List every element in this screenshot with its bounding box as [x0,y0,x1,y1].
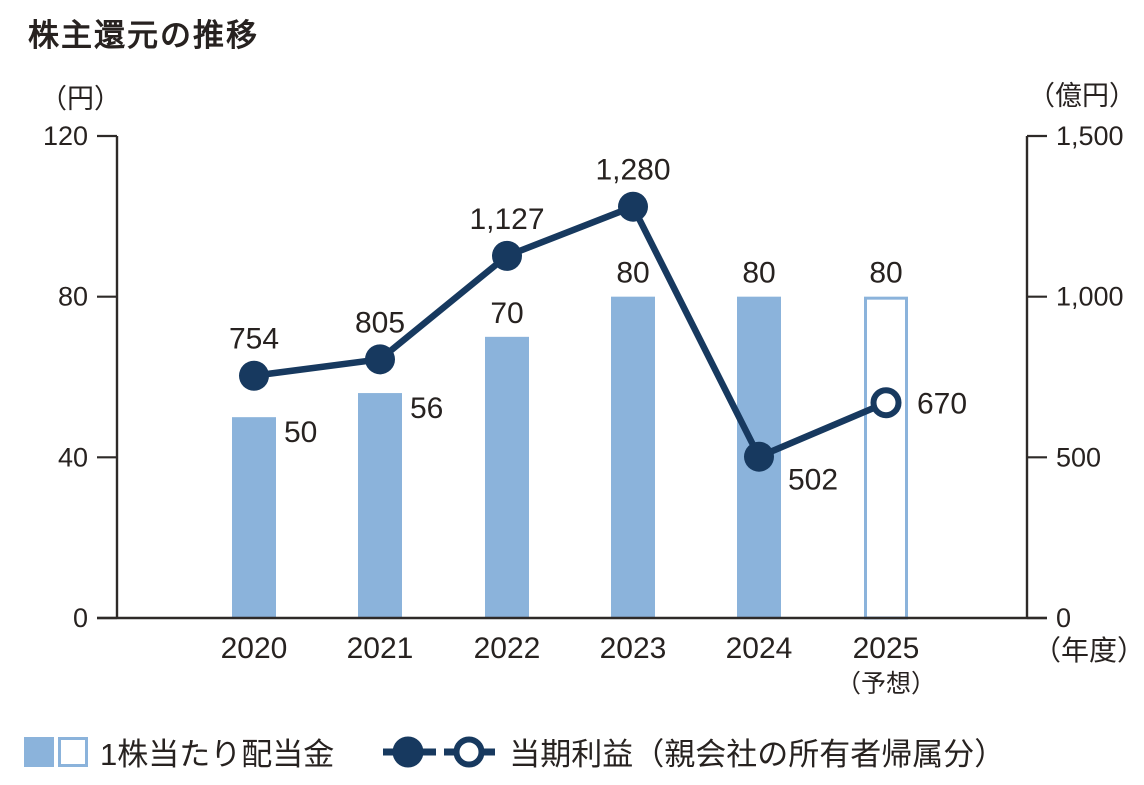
profit-line [250,203,890,460]
legend-item-profit: 当期利益（親会社の所有者帰属分） [379,729,1005,774]
line-value-label-2022: 1,127 [469,203,544,236]
right-tick-label: 1,000 [1056,282,1124,312]
bar-value-label-2020: 50 [284,416,317,449]
line-value-label-2024: 502 [788,464,838,497]
line-value-label-2023: 1,280 [595,154,670,187]
left-tick-label: 0 [73,603,88,633]
legend: 1株当たり配当金 当期利益（親会社の所有者帰属分） [24,729,1005,774]
line-point-2020 [239,360,269,391]
bar-actual-swatch [24,736,54,767]
x-tick-label-2023: 2023 [600,632,667,665]
left-axis-unit: （円） [40,84,121,114]
legend-label-dividend: 1株当たり配当金 [100,737,335,772]
bar-2023 [611,296,655,618]
line-point-forecast-2025 [870,387,902,419]
x-tick-label-2021: 2021 [347,632,414,665]
left-tick-label: 40 [58,442,88,472]
line-value-label-2025: 670 [917,388,967,421]
bar-forecast-swatch [58,736,88,767]
legend-label-profit: 当期利益（親会社の所有者帰属分） [509,737,1006,772]
x-tick-label-2020: 2020 [221,632,288,665]
left-tick-label: 80 [58,282,88,312]
x-tick-sublabel-2025: （予想） [836,670,936,698]
x-tick-label-2024: 2024 [726,632,793,665]
chart-title: 株主還元の推移 [28,18,259,53]
x-tick-label-2022: 2022 [474,632,541,665]
bar-value-label-2023: 80 [616,257,649,290]
line-point-2023 [618,191,648,222]
bar-value-label-2022: 70 [490,297,523,330]
bar-value-label-2025: 80 [869,257,902,290]
line-point-2022 [492,240,522,271]
line-value-label-2020: 754 [229,323,279,356]
bar-forecast-2025 [864,296,908,620]
combo-chart: 0 40 80 120 0 500 1,000 1,500 （円） （億円） （年度） 2020 202… [40,81,1144,698]
right-tick-label: 1,500 [1056,121,1124,151]
bar-value-label-2021: 56 [410,392,443,425]
bar-value-label-2024: 80 [742,257,775,290]
legend-hollow-point-icon [453,736,485,767]
x-axis-unit: （年度） [1033,635,1144,666]
line-value-label-2021: 805 [355,306,405,339]
legend-item-dividend: 1株当たり配当金 [24,729,334,774]
right-tick-label: 0 [1056,603,1071,633]
line-point-2021 [365,344,395,375]
bar-2022 [485,336,529,618]
legend-filled-point-icon [392,736,424,767]
left-tick-label: 120 [43,121,88,151]
right-tick-label: 500 [1056,442,1101,472]
bar-2021 [358,393,402,618]
bar-2020 [232,417,276,618]
line-point-2024 [744,441,774,472]
x-tick-label-2025: 2025 [853,632,920,665]
line-legend-marker [383,736,496,767]
right-axis-unit: （億円） [1028,81,1136,111]
